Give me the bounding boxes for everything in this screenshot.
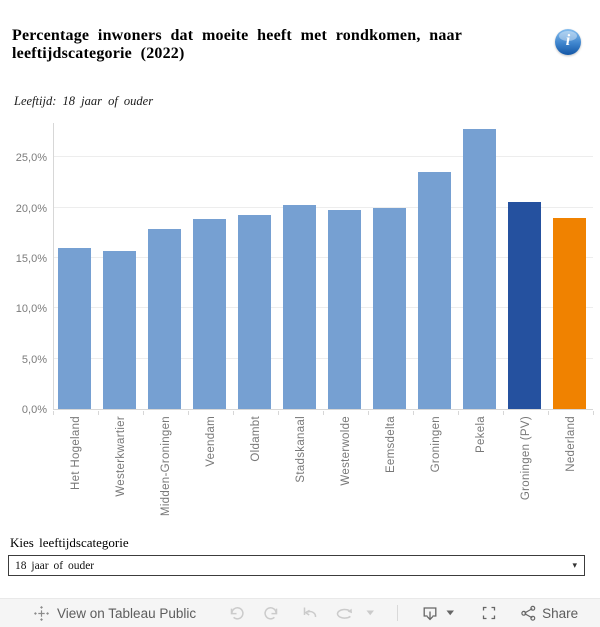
x-label-slot: Oldambt — [233, 416, 278, 530]
redo-button[interactable] — [263, 606, 280, 621]
bar-oldambt[interactable] — [237, 214, 271, 409]
title-line-1: Percentage inwoners dat moeite heeft met… — [12, 27, 463, 44]
redo-icon — [264, 606, 278, 620]
bar-pekela[interactable] — [462, 129, 496, 409]
fullscreen-icon — [482, 606, 496, 620]
x-label-slot: Veendam — [188, 416, 233, 530]
x-axis-tick — [503, 411, 504, 415]
x-axis-tick — [413, 411, 414, 415]
share-button[interactable]: Share — [520, 605, 578, 621]
x-tick-label-midden-groningen: Midden-Groningen — [159, 416, 172, 517]
bar-stadskanaal[interactable] — [282, 204, 316, 409]
gridline — [54, 357, 593, 359]
y-tick-label: 0,0% — [21, 404, 47, 416]
bar-westerkwartier[interactable] — [102, 250, 136, 409]
x-tick-label-oldambt: Oldambt — [249, 416, 262, 462]
page-title: Percentage inwoners dat moeite heeft met… — [12, 27, 560, 62]
y-axis-labels: 0,0% 5,0% 10,0% 15,0% 20,0% 25,0% — [0, 123, 47, 416]
title-line-2: leeftijdscategorie (2022) — [12, 44, 185, 62]
x-label-slot: Pekela — [458, 416, 503, 530]
bar-groningen[interactable] — [417, 172, 451, 409]
tableau-logo-icon — [34, 605, 49, 621]
x-axis-tick — [278, 411, 279, 415]
x-tick-label-veendam: Veendam — [204, 416, 217, 467]
undo-icon — [230, 606, 244, 620]
x-label-slot: Midden-Groningen — [143, 416, 188, 530]
x-axis-tick — [98, 411, 99, 415]
refresh-button[interactable] — [336, 607, 375, 620]
chevron-down-icon: ▾ — [572, 560, 577, 570]
gridline — [54, 156, 593, 158]
bar-nederland[interactable] — [552, 217, 586, 409]
caret-down-icon — [366, 610, 375, 616]
x-tick-label-groningen-pv: Groningen (PV) — [519, 416, 532, 501]
y-tick-label: 15,0% — [15, 252, 47, 265]
bar-veendam[interactable] — [192, 218, 226, 409]
x-tick-label-pekela: Pekela — [474, 416, 487, 453]
reset-button[interactable] — [302, 606, 318, 620]
x-tick-label-het-hogeland: Het Hogeland — [69, 416, 82, 490]
x-axis-tick — [53, 411, 54, 415]
x-axis-tick — [458, 411, 459, 415]
download-icon — [423, 606, 437, 620]
bar-groningen-pv[interactable] — [507, 201, 541, 409]
x-label-slot: Westerkwartier — [98, 416, 143, 530]
x-axis-ticks — [53, 411, 594, 416]
view-on-tableau-public-label: View on Tableau Public — [57, 605, 197, 621]
x-axis-tick — [188, 411, 189, 415]
x-axis-tick — [593, 411, 594, 415]
x-axis-tick — [548, 411, 549, 415]
x-label-slot: Groningen (PV) — [503, 416, 548, 530]
x-axis-tick — [143, 411, 144, 415]
download-button[interactable] — [422, 606, 455, 621]
x-tick-label-groningen: Groningen — [429, 416, 442, 473]
bar-chart-plot-area — [53, 123, 593, 410]
bar-midden-groningen[interactable] — [147, 228, 181, 409]
x-label-slot: Groningen — [413, 416, 458, 530]
x-label-slot: Eemsdelta — [368, 416, 413, 530]
leeftijd-dropdown[interactable]: 18 jaar of ouder ▾ — [8, 555, 585, 576]
x-axis-labels: Het Hogeland Westerkwartier Midden-Groning… — [53, 416, 593, 530]
y-tick-label: 5,0% — [21, 353, 47, 366]
y-tick-label: 25,0% — [15, 152, 47, 165]
x-label-slot: Stadskanaal — [278, 416, 323, 530]
bar-westerwolde[interactable] — [327, 209, 361, 409]
info-icon[interactable]: i — [555, 29, 581, 55]
dropdown-selected-value: 18 jaar of ouder — [15, 559, 95, 572]
x-tick-label-nederland: Nederland — [564, 416, 577, 472]
caret-down-icon — [446, 610, 455, 616]
x-tick-label-eemsdelta: Eemsdelta — [384, 416, 397, 474]
share-label: Share — [542, 605, 579, 621]
y-tick-label: 10,0% — [15, 303, 47, 316]
bar-het-hogeland[interactable] — [57, 247, 91, 409]
toolbar-divider — [397, 605, 399, 621]
x-axis-tick — [233, 411, 234, 415]
x-axis-tick — [368, 411, 369, 415]
share-icon — [521, 605, 536, 621]
x-label-slot: Het Hogeland — [53, 416, 98, 530]
x-tick-label-stadskanaal: Stadskanaal — [294, 416, 307, 483]
chart-subtitle: Leeftijd: 18 jaar of ouder — [14, 94, 154, 108]
reset-icon — [303, 607, 317, 618]
gridline — [54, 206, 593, 208]
view-on-tableau-public-link[interactable]: View on Tableau Public — [33, 605, 196, 622]
x-tick-label-westerwolde: Westerwolde — [339, 416, 352, 486]
y-tick-label: 20,0% — [15, 202, 47, 215]
filter-label: Kies leeftijdscategorie — [10, 535, 129, 550]
x-axis-tick — [323, 411, 324, 415]
undo-button[interactable] — [228, 606, 245, 621]
refresh-icon — [336, 608, 353, 619]
x-tick-label-westerkwartier: Westerkwartier — [114, 416, 127, 497]
gridline — [54, 256, 593, 258]
x-label-slot: Westerwolde — [323, 416, 368, 530]
bar-eemsdelta[interactable] — [372, 207, 406, 409]
tableau-toolbar: View on Tableau Public — [0, 598, 600, 627]
gridline — [54, 307, 593, 309]
fullscreen-button[interactable] — [481, 605, 497, 621]
x-label-slot: Nederland — [548, 416, 593, 530]
